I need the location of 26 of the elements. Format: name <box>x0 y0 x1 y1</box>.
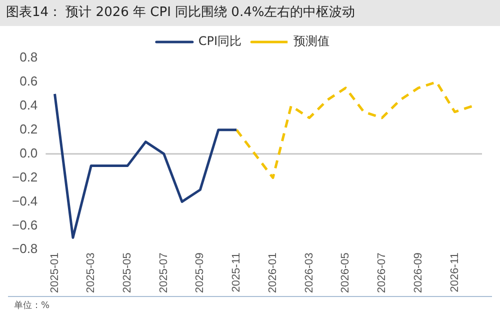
y-tick-label: −0.6 <box>12 217 38 232</box>
y-tick-label: 0.6 <box>20 74 38 89</box>
y-tick-label: 0.8 <box>20 50 38 65</box>
y-tick-label: −0.4 <box>12 193 38 208</box>
x-tick-label: 2026-11 <box>448 252 461 292</box>
x-tick-label: 2026-05 <box>340 252 352 294</box>
text: 单位：% <box>8 296 492 314</box>
line-series <box>235 80 474 180</box>
x-tick-label: 2025-03 <box>85 252 98 294</box>
y-tick-label: −0.2 <box>12 169 38 184</box>
y-tick-label: −0.8 <box>12 241 38 256</box>
x-tick-label: 2026-07 <box>376 252 388 294</box>
chart-title: 图表14： 预计 2026 年 CPI 同比围绕 0.4%左右的中枢波动 <box>0 0 500 26</box>
x-tick-label: 2026-09 <box>412 252 424 294</box>
y-tick-label: 0.4 <box>20 97 38 112</box>
x-tick-label: 2025-09 <box>194 252 206 294</box>
x-tick-label: 2026-03 <box>303 252 316 294</box>
legend-label: 预测值 <box>294 34 330 48</box>
y-tick-label: 0.0 <box>20 145 38 160</box>
x-tick-label: 2025-07 <box>158 252 170 294</box>
legend-label: CPI同比 <box>198 34 242 48</box>
x-tick-label: 2025-01 <box>48 252 61 294</box>
x-tick-label: 2025-11 <box>230 252 243 292</box>
x-tick-label: 2025-05 <box>122 252 134 294</box>
y-tick-label: 0.2 <box>20 121 38 136</box>
x-tick-label: 2026-01 <box>266 252 279 294</box>
